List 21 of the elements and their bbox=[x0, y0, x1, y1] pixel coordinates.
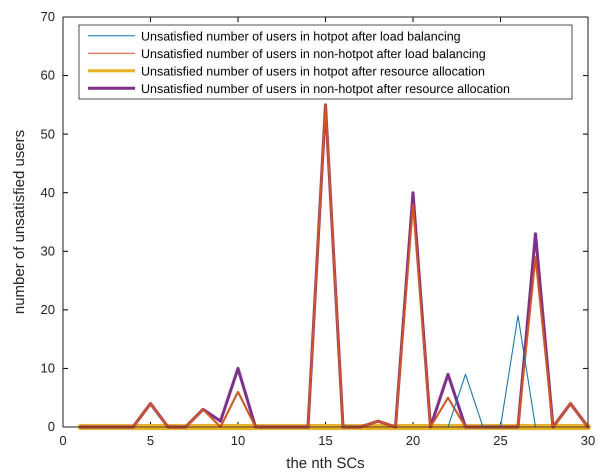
legend-label: Unsatisfied number of users in hotpot after load balancing bbox=[141, 29, 461, 44]
legend-label: Unsatisfied number of users in hotpot after resource allocation bbox=[141, 64, 485, 78]
x-tick-label: 0 bbox=[59, 433, 67, 448]
x-tick-label: 10 bbox=[230, 433, 246, 448]
x-axis-title: the nth SCs bbox=[286, 455, 365, 472]
y-tick-label: 60 bbox=[40, 68, 55, 83]
y-tick-label: 10 bbox=[40, 360, 55, 376]
x-tick-label: 15 bbox=[318, 433, 333, 448]
legend-label: Unsatisfied number of users in non-hotpot after resource allocation bbox=[141, 82, 510, 96]
y-tick-label: 0 bbox=[48, 419, 55, 434]
y-tick-label: 70 bbox=[40, 9, 55, 24]
y-axis-title: number of unsatisfied users bbox=[11, 130, 28, 314]
y-tick-label: 30 bbox=[40, 243, 55, 258]
y-tick-label: 50 bbox=[40, 126, 55, 142]
y-tick-label: 20 bbox=[40, 302, 55, 318]
x-tick-label: 20 bbox=[406, 433, 420, 448]
x-tick-label: 25 bbox=[493, 433, 508, 448]
x-tick-label: 30 bbox=[580, 433, 596, 448]
y-tick-label: 40 bbox=[40, 184, 55, 200]
x-tick-label: 5 bbox=[146, 433, 154, 448]
legend-label: Unsatisfied number of users in non-hotpot after load balancing bbox=[141, 46, 486, 61]
